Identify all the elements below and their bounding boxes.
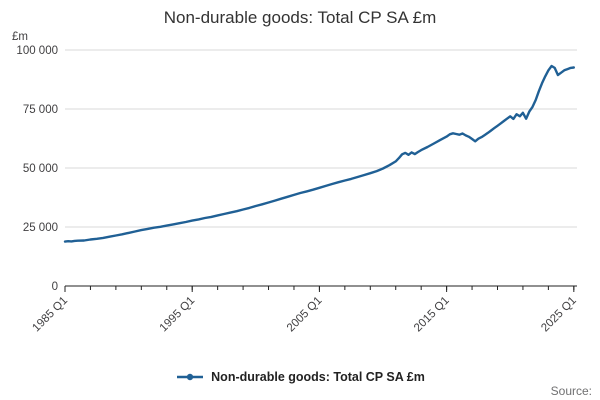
legend: Non-durable goods: Total CP SA £m [0, 370, 600, 384]
legend-dot-icon [186, 373, 194, 381]
y-tick-label: 0 [52, 281, 58, 293]
y-axis-unit-label: £m [12, 31, 28, 43]
chart-canvas: 0 25 000 50 000 75 000 100 000 £m 1985 Q1 1995 … [12, 31, 579, 335]
x-tick-label: 1985 Q1 [30, 295, 70, 335]
chart-title: Non-durable goods: Total CP SA £m [163, 8, 437, 27]
y-tick-label: 100 000 [16, 45, 58, 57]
y-tick-label: 75 000 [23, 104, 58, 116]
y-tick-label: 25 000 [23, 222, 58, 234]
x-tick-label: 2005 Q1 [285, 295, 325, 335]
y-tick-label: 50 000 [23, 163, 58, 175]
source-label: Source: [550, 384, 592, 398]
x-tick-label: 1995 Q1 [158, 295, 198, 335]
x-tick-label: 2025 Q1 [539, 295, 579, 335]
legend-line-marker-icon [177, 373, 204, 381]
x-tick-label: 2015 Q1 [412, 295, 452, 335]
legend-label: Non-durable goods: Total CP SA £m [211, 370, 425, 384]
series-line [63, 64, 575, 243]
